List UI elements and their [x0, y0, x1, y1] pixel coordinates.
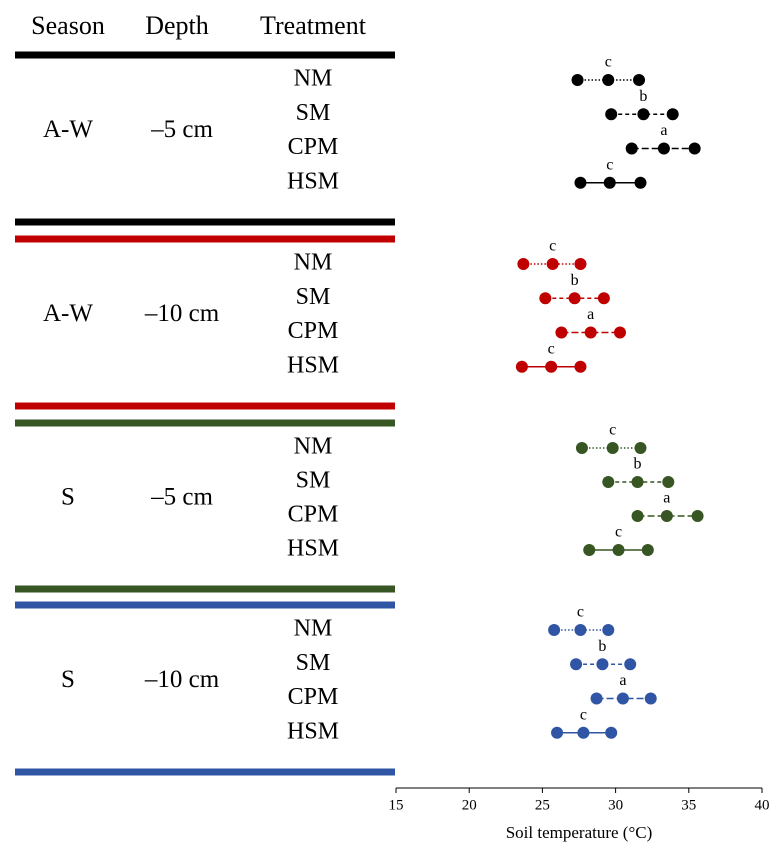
point-low [571, 74, 584, 86]
point-high [662, 476, 675, 488]
point-mean [637, 108, 650, 121]
point-low [548, 624, 561, 636]
x-tick-label: 25 [535, 797, 550, 813]
point-low [631, 510, 644, 522]
significance-letter: c [580, 706, 587, 723]
point-mean [596, 658, 609, 671]
significance-letter: c [609, 422, 616, 439]
season-label: A-W [43, 116, 93, 143]
point-high [641, 544, 654, 556]
season-label: A-W [43, 300, 93, 327]
x-tick-label: 40 [755, 797, 770, 813]
treatment-label: SM [296, 284, 331, 310]
point-low [517, 258, 530, 270]
point-mean [577, 726, 590, 739]
point-high [574, 360, 587, 373]
point-high [634, 442, 647, 454]
x-tick-label: 35 [681, 797, 696, 813]
point-mean [606, 442, 619, 454]
significance-letter: b [639, 88, 647, 105]
point-mean [568, 292, 581, 305]
depth-label: –5 cm [150, 484, 213, 511]
point-high [634, 176, 647, 189]
treatment-label: HSM [287, 352, 339, 378]
point-high [633, 74, 646, 86]
point-low [575, 442, 588, 454]
point-low [555, 326, 568, 339]
treatment-label: CPM [288, 684, 339, 710]
significance-letter: c [615, 524, 622, 541]
treatment-label: CPM [288, 318, 339, 344]
header-depth: Depth [145, 11, 209, 40]
significance-letter: c [548, 340, 555, 357]
significance-letter: b [571, 272, 579, 289]
header-treatment: Treatment [260, 11, 367, 40]
point-high [644, 692, 657, 705]
point-mean [574, 624, 587, 636]
depth-label: –5 cm [150, 116, 213, 143]
significance-letter: a [587, 306, 594, 323]
significance-letter: a [619, 672, 626, 689]
treatment-label: NM [294, 434, 333, 460]
treatment-label: CPM [288, 502, 339, 528]
point-high [574, 258, 587, 270]
point-high [688, 142, 701, 155]
depth-label: –10 cm [144, 666, 220, 693]
point-mean [660, 510, 673, 522]
significance-letter: b [598, 638, 606, 655]
point-low [570, 658, 583, 671]
treatment-label: SM [296, 468, 331, 494]
treatment-label: NM [294, 616, 333, 642]
point-low [602, 476, 615, 488]
significance-letter: c [606, 156, 613, 173]
depth-label: –10 cm [144, 300, 220, 327]
point-low [551, 726, 564, 739]
treatment-label: HSM [287, 168, 339, 194]
treatment-label: SM [296, 650, 331, 676]
significance-letter: a [663, 490, 670, 507]
season-label: S [61, 484, 75, 511]
point-mean [657, 142, 670, 155]
x-tick-label: 30 [608, 797, 623, 813]
significance-letter: c [549, 238, 556, 255]
treatment-label: HSM [287, 718, 339, 744]
point-mean [603, 176, 616, 189]
point-mean [584, 326, 597, 339]
significance-letter: a [660, 122, 667, 139]
point-low [574, 176, 587, 189]
point-high [624, 658, 637, 671]
point-mean [546, 258, 559, 270]
point-mean [545, 360, 558, 373]
significance-letter: c [605, 54, 612, 71]
point-low [515, 360, 528, 373]
treatment-label: HSM [287, 536, 339, 562]
point-low [605, 108, 618, 121]
point-mean [602, 74, 615, 86]
treatment-label: CPM [288, 134, 339, 160]
header-season: Season [31, 11, 105, 40]
significance-letter: b [634, 456, 642, 473]
treatment-label: NM [294, 250, 333, 276]
point-high [666, 108, 679, 121]
x-axis-title: Soil temperature (°C) [506, 823, 653, 842]
point-mean [616, 692, 629, 705]
point-low [625, 142, 638, 155]
point-high [613, 326, 626, 339]
point-high [597, 292, 610, 305]
point-low [590, 692, 603, 705]
point-mean [631, 476, 644, 488]
x-tick-label: 20 [462, 797, 477, 813]
significance-letter: c [577, 604, 584, 621]
point-mean [612, 544, 625, 556]
treatment-label: NM [294, 66, 333, 92]
point-high [691, 510, 704, 522]
season-label: S [61, 666, 75, 693]
point-high [605, 726, 618, 739]
point-low [539, 292, 552, 305]
point-high [602, 624, 615, 636]
x-tick-label: 15 [389, 797, 404, 813]
treatment-label: SM [296, 100, 331, 126]
point-low [583, 544, 596, 556]
